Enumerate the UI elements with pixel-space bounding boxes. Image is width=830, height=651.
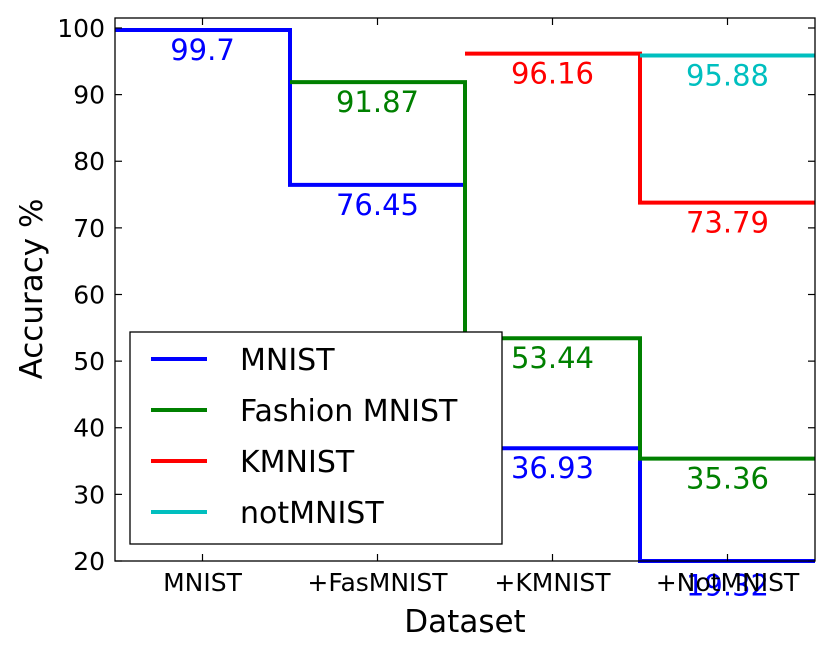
x-tick-label: +NotMNIST (656, 568, 800, 597)
x-tick-label: +KMNIST (494, 568, 611, 597)
y-tick-label: 20 (73, 547, 105, 576)
legend-label: KMNIST (240, 445, 355, 480)
series-layer (115, 27, 815, 563)
legend-label: MNIST (240, 343, 335, 378)
y-tick-label: 100 (57, 14, 105, 43)
data-label: 53.44 (511, 341, 594, 375)
legend-label: Fashion MNIST (240, 394, 458, 429)
data-label: 91.87 (336, 85, 419, 119)
tick-layer: 20 30 40 50 60 70 80 90 100 MNIST +FasMNIST +KMNIST… (57, 14, 815, 597)
data-label: 95.88 (686, 58, 769, 92)
data-label: 76.45 (336, 188, 419, 222)
y-tick-label: 70 (73, 214, 105, 243)
data-label: 96.16 (511, 57, 594, 91)
legend: MNIST Fashion MNIST KMNIST notMNIST (129, 331, 503, 545)
series-line-kmnist (465, 51, 815, 205)
legend-box (129, 331, 503, 545)
y-tick-label: 30 (73, 480, 105, 509)
data-label-layer: 99.7 76.45 36.93 19.32 91.87 53.44 35.36 96.16 7… (170, 33, 769, 603)
data-label: 99.7 (170, 33, 235, 67)
plot-frame (114, 17, 816, 562)
y-tick-label: 80 (73, 147, 105, 176)
y-axis-title: Accuracy % (14, 199, 50, 380)
data-label: 35.36 (686, 462, 769, 496)
data-label: 36.93 (511, 451, 594, 485)
x-tick-label: MNIST (163, 568, 243, 597)
legend-label: notMNIST (240, 496, 384, 531)
y-tick-label: 40 (73, 414, 105, 443)
series-line-fashion-mnist (290, 80, 815, 461)
x-axis-title: Dataset (404, 604, 525, 640)
y-tick-label: 50 (73, 347, 105, 376)
y-tick-label: 60 (73, 280, 105, 309)
y-tick-label: 90 (73, 81, 105, 110)
data-label: 19.32 (686, 569, 769, 603)
x-tick-label: +FasMNIST (307, 568, 448, 597)
data-label: 73.79 (686, 206, 769, 240)
